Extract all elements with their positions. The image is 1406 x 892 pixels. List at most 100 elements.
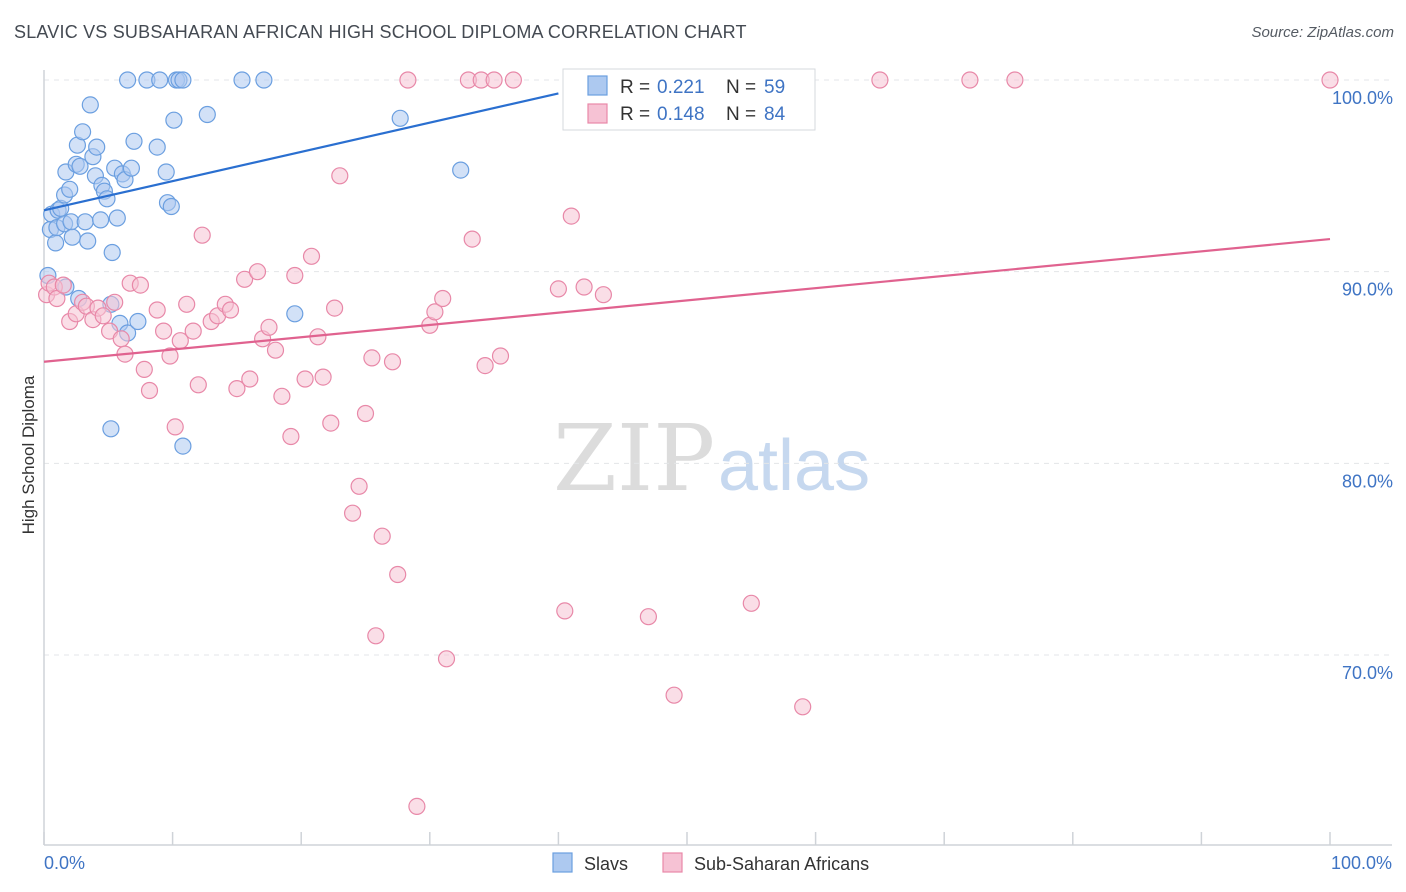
point-0-55	[102, 420, 120, 438]
legend-n-value-slavs: 59	[764, 77, 785, 98]
legend-swatch-slavs	[587, 75, 608, 96]
point-1-4	[54, 276, 72, 294]
point-1-77	[665, 686, 683, 704]
bottom-legend-swatch-subsaharan	[662, 852, 683, 873]
point-0-53	[391, 109, 409, 127]
trendline-0	[43, 92, 559, 212]
bottom-legend: Slavs Sub-Saharan Africans	[552, 852, 869, 874]
legend-r-value-slavs: 0.221	[657, 77, 705, 98]
point-1-71	[549, 280, 568, 298]
y-tick-label-70: 70.0%	[1342, 663, 1393, 683]
point-0-17	[76, 213, 94, 231]
point-1-74	[575, 278, 593, 296]
point-0-12	[63, 228, 81, 246]
point-0-22	[88, 138, 106, 156]
point-1-17	[131, 276, 149, 294]
x-axis-ticks	[43, 832, 1331, 845]
point-1-43	[296, 370, 314, 388]
point-1-58	[399, 71, 417, 89]
point-1-39	[266, 341, 285, 359]
point-0-26	[98, 190, 116, 208]
point-1-50	[344, 504, 362, 522]
y-tick-label-80: 80.0%	[1342, 471, 1393, 491]
point-1-26	[184, 322, 202, 340]
bottom-legend-label-subsaharan: Sub-Saharan Africans	[694, 854, 869, 874]
point-1-25	[178, 295, 196, 313]
gridlines	[44, 79, 1392, 656]
point-1-59	[408, 797, 426, 816]
point-1-36	[248, 263, 267, 281]
point-1-13	[106, 293, 124, 311]
point-1-27	[189, 376, 207, 394]
point-1-83	[1006, 71, 1024, 89]
point-1-67	[476, 357, 494, 375]
point-1-20	[148, 301, 166, 319]
legend-n-label-slavs: N =	[726, 77, 756, 98]
legend-n-label-subsaharan: N =	[726, 104, 756, 125]
y-axis-label: High School Diploma	[19, 375, 38, 534]
y-tick-labels: 70.0% 80.0% 90.0% 100.0%	[1332, 88, 1393, 683]
bottom-legend-label-slavs: Slavs	[584, 854, 628, 874]
point-0-50	[233, 71, 251, 89]
point-0-41	[148, 138, 166, 156]
point-0-51	[255, 71, 273, 89]
point-0-38	[118, 71, 137, 89]
point-0-28	[103, 243, 121, 262]
point-1-28	[193, 226, 211, 244]
source-credit: Source: ZipAtlas.com	[1251, 24, 1394, 41]
point-0-42	[157, 163, 175, 181]
watermark-zip: ZIP	[553, 405, 715, 512]
watermark-atlas: atlas	[718, 426, 870, 506]
series-0	[39, 71, 470, 455]
point-1-33	[228, 380, 246, 398]
point-1-34	[236, 270, 254, 288]
point-1-75	[594, 286, 613, 304]
point-0-19	[81, 96, 99, 114]
point-1-56	[383, 353, 402, 371]
legend-r-label-subsaharan: R =	[620, 104, 650, 125]
point-1-63	[437, 650, 456, 668]
point-1-84	[1321, 71, 1339, 89]
legend-r-label-slavs: R =	[620, 77, 650, 98]
point-1-21	[155, 322, 173, 340]
trendline-1	[43, 237, 1331, 363]
point-1-47	[322, 414, 340, 432]
point-1-23	[166, 418, 184, 436]
point-0-15	[71, 157, 89, 175]
point-1-52	[356, 404, 375, 423]
point-0-30	[108, 209, 126, 227]
point-1-54	[367, 627, 385, 645]
point-1-32	[221, 301, 240, 319]
point-0-52	[286, 305, 304, 323]
point-1-19	[140, 381, 159, 400]
point-1-44	[302, 247, 321, 265]
point-0-37	[129, 312, 147, 331]
point-1-48	[326, 299, 344, 317]
point-0-44	[162, 197, 180, 216]
series-1	[37, 71, 1339, 816]
point-0-40	[151, 71, 169, 89]
point-1-79	[742, 594, 760, 612]
point-0-16	[73, 123, 92, 141]
point-0-54	[452, 161, 470, 179]
point-1-53	[363, 349, 381, 367]
point-1-14	[112, 330, 130, 348]
point-1-82	[961, 71, 979, 89]
bottom-legend-swatch-slavs	[552, 852, 573, 873]
point-0-56	[174, 437, 192, 455]
x-tick-label-min: 0.0%	[44, 853, 85, 873]
point-1-40	[273, 387, 291, 405]
point-1-11	[94, 307, 112, 325]
point-1-46	[314, 368, 332, 386]
point-1-51	[350, 477, 368, 495]
point-1-57	[389, 565, 407, 584]
point-1-73	[562, 207, 580, 225]
point-1-62	[434, 289, 452, 308]
x-tick-label-max: 100.0%	[1331, 853, 1392, 873]
point-0-10	[61, 180, 79, 198]
point-0-3	[46, 234, 65, 252]
y-tick-label-100: 100.0%	[1332, 88, 1393, 108]
point-1-76	[639, 608, 658, 626]
point-1-55	[373, 527, 391, 545]
